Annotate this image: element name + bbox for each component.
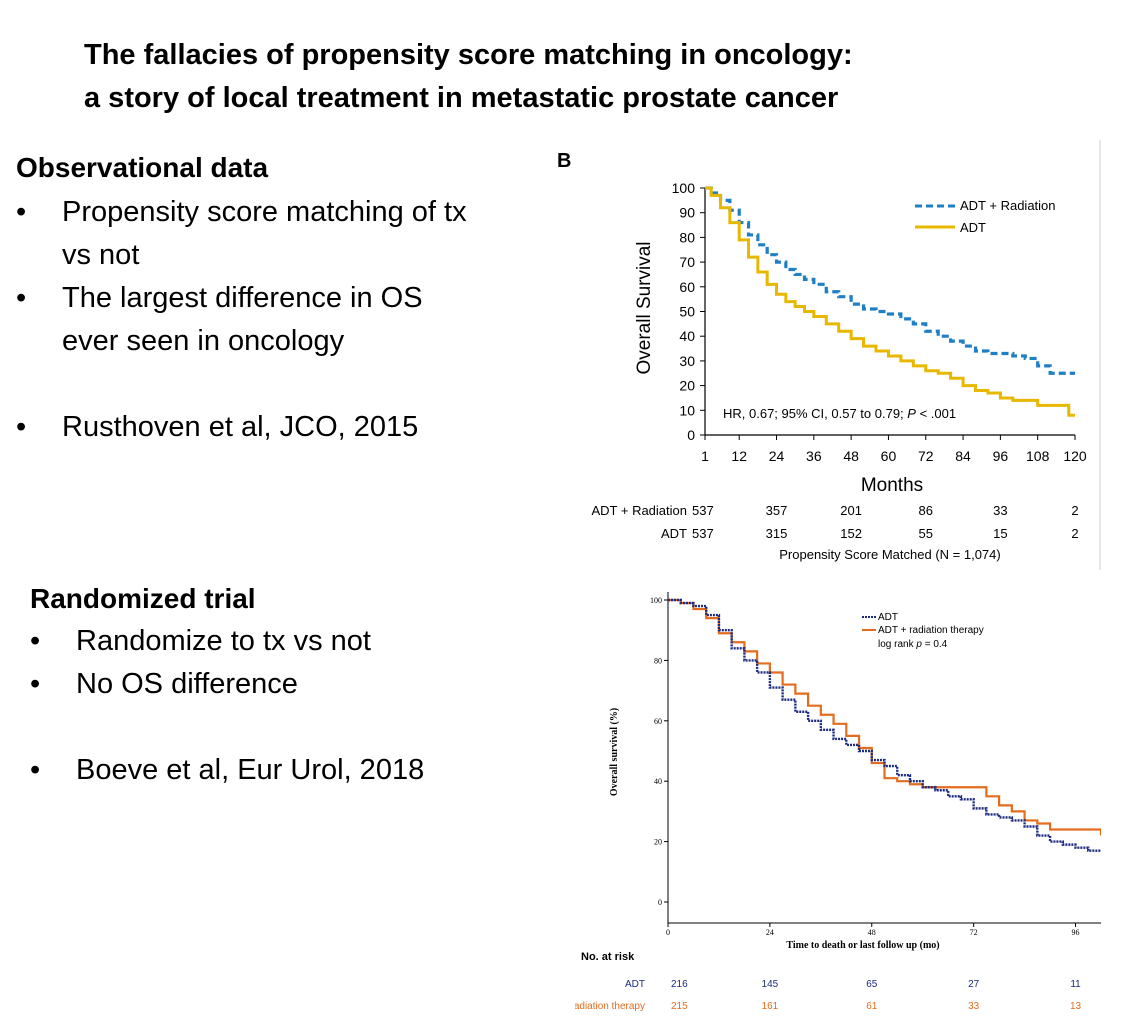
x-tick-label: 96: [1072, 928, 1080, 937]
y-tick-label: 30: [679, 353, 695, 369]
y-tick-label: 60: [654, 717, 662, 726]
at-risk-value: 2: [1071, 526, 1078, 541]
at-risk-value: 11: [1070, 979, 1081, 990]
kaplan-meier-chart-randomized: 0 20 40 60 80 100 0 24 48 72 96 Overall survival …: [575, 592, 1101, 1012]
x-axis-label: Months: [861, 475, 923, 496]
y-tick-label: 40: [654, 777, 662, 786]
y-tick-label: 80: [654, 656, 662, 665]
x-tick-label: 84: [955, 448, 971, 464]
at-risk-value: 145: [762, 979, 779, 990]
series-line-adt-radiation: [705, 186, 1075, 375]
slide-title-line1: The fallacies of propensity score matchi…: [84, 39, 853, 71]
at-risk-row-label: ADT + radiation therapy: [575, 1001, 645, 1012]
x-axis-label: Time to death or last follow up (mo): [786, 940, 939, 951]
at-risk-value: 537: [692, 503, 714, 518]
observational-bullet: Propensity score matching of tx vs not: [16, 191, 486, 277]
x-tick-label: 48: [843, 448, 859, 464]
randomized-bullet: No OS difference: [30, 663, 500, 706]
at-risk-row-label: ADT + Radiation: [591, 503, 687, 518]
at-risk-value: 33: [968, 1001, 980, 1012]
x-tick-label: 108: [1026, 448, 1050, 464]
legend-label-adt-radiation: ADT + radiation therapy: [878, 625, 984, 636]
x-tick-label: 0: [666, 928, 670, 937]
at-risk-value: 15: [993, 526, 1007, 541]
at-risk-value: 61: [866, 1001, 878, 1012]
at-risk-value: 86: [919, 503, 933, 518]
x-tick-label: 72: [970, 928, 978, 937]
panel-label: B: [557, 150, 571, 172]
at-risk-value: 315: [766, 526, 788, 541]
observational-bullets: Propensity score matching of tx vs not T…: [16, 191, 486, 449]
y-tick-label: 20: [654, 838, 662, 847]
at-risk-value: 537: [692, 526, 714, 541]
at-risk-heading: No. at risk: [581, 951, 635, 963]
at-risk-value: 2: [1071, 503, 1078, 518]
chart-caption: Propensity Score Matched (N = 1,074): [779, 547, 1000, 562]
randomized-bullet: Boeve et al, Eur Urol, 2018: [30, 749, 500, 792]
y-tick-label: 70: [679, 254, 695, 270]
logrank-annotation: log rank p = 0.4: [878, 639, 948, 650]
legend-label-adt: ADT: [960, 220, 986, 235]
y-tick-label: 40: [679, 328, 695, 344]
x-tick-label: 1: [701, 448, 709, 464]
at-risk-value: 152: [840, 526, 862, 541]
randomized-heading: Randomized trial: [30, 583, 256, 614]
at-risk-value: 33: [993, 503, 1007, 518]
x-tick-label: 48: [868, 928, 876, 937]
at-risk-value: 216: [671, 979, 688, 990]
y-axis-label: Overall survival (%): [609, 708, 620, 796]
y-tick-label: 50: [679, 304, 695, 320]
y-tick-label: 100: [672, 180, 696, 196]
x-tick-label: 12: [731, 448, 747, 464]
y-tick-label: 20: [679, 378, 695, 394]
series-line-adt: [668, 598, 1101, 852]
y-axis-label: Overall Survival: [634, 241, 655, 374]
x-tick-label: 72: [918, 448, 934, 464]
y-tick-label: 60: [679, 279, 695, 295]
hazard-ratio-annotation: HR, 0.67; 95% CI, 0.57 to 0.79; P < .001: [723, 406, 956, 421]
slide-title: The fallacies of propensity score matchi…: [84, 34, 853, 120]
kaplan-meier-chart-observational: B Overall Survival Months 0 10 20 30 40 50 60 7…: [557, 140, 1101, 570]
series-line-adt: [705, 186, 1075, 417]
observational-bullet: Rusthoven et al, JCO, 2015: [16, 406, 486, 449]
at-risk-row-label: ADT: [625, 979, 645, 990]
x-tick-label: 60: [881, 448, 897, 464]
y-tick-label: 100: [650, 596, 662, 605]
at-risk-value: 357: [766, 503, 788, 518]
x-tick-label: 24: [769, 448, 785, 464]
y-tick-label: 90: [679, 205, 695, 221]
at-risk-value: 65: [866, 979, 878, 990]
randomized-bullets: Randomize to tx vs not No OS difference …: [30, 620, 500, 792]
x-tick-label: 24: [766, 928, 774, 937]
at-risk-value: 27: [968, 979, 980, 990]
x-tick-label: 96: [993, 448, 1009, 464]
at-risk-value: 215: [671, 1001, 688, 1012]
observational-bullet: The largest difference in OS ever seen i…: [16, 277, 486, 363]
at-risk-value: 201: [840, 503, 862, 518]
y-tick-label: 0: [687, 427, 695, 443]
x-tick-label: 120: [1063, 448, 1087, 464]
legend-label-adt: ADT: [878, 612, 898, 623]
at-risk-value: 161: [762, 1001, 779, 1012]
y-tick-label: 10: [679, 402, 695, 418]
y-tick-label: 0: [658, 898, 662, 907]
y-tick-label: 80: [679, 229, 695, 245]
at-risk-row-label: ADT: [661, 526, 687, 541]
at-risk-value: 13: [1070, 1001, 1082, 1012]
x-tick-label: 36: [806, 448, 822, 464]
series-line-adt-radiation: [668, 598, 1101, 836]
randomized-bullet: Randomize to tx vs not: [30, 620, 500, 663]
slide-title-line2: a story of local treatment in metastatic…: [84, 82, 839, 114]
at-risk-value: 55: [919, 526, 933, 541]
observational-heading: Observational data: [16, 152, 269, 183]
legend-label-adt-radiation: ADT + Radiation: [960, 198, 1056, 213]
